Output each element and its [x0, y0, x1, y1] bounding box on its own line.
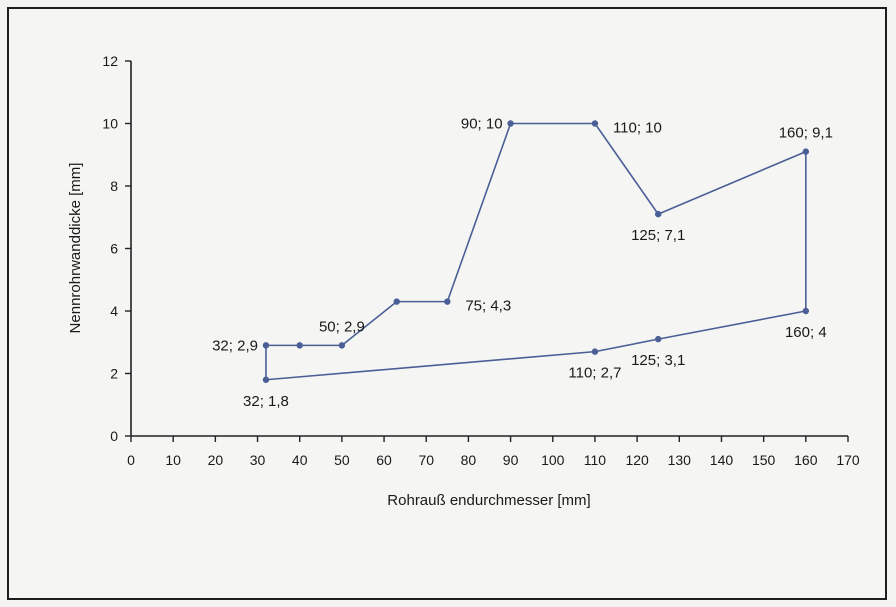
data-labels: 32; 2,9 50; 2,9 75; 4,3 90; 10 110; 10 125; 7…	[212, 116, 833, 410]
data-label: 110; 10	[613, 120, 662, 137]
x-tick-label: 100	[541, 452, 565, 468]
data-point	[393, 298, 400, 305]
data-point	[802, 307, 810, 315]
x-tick-label: 50	[334, 452, 350, 468]
x-tick-label: 70	[418, 452, 434, 468]
x-tick-label: 10	[165, 452, 181, 468]
x-tick-label: 120	[625, 452, 649, 468]
x-tick-label: 40	[292, 452, 308, 468]
series-layer	[265, 122, 807, 381]
y-tick-label: 6	[110, 241, 118, 257]
data-label: 110; 2,7	[568, 365, 621, 382]
data-point	[262, 376, 270, 383]
x-tick-label: 160	[794, 452, 818, 468]
y-axis-title: Nennrohrwanddicke [mm]	[67, 163, 84, 334]
x-tick-label: 150	[752, 452, 776, 468]
data-point	[591, 120, 599, 127]
data-point	[296, 342, 303, 349]
x-tick-label: 80	[461, 452, 477, 468]
x-tick-label: 20	[208, 452, 224, 468]
data-point	[262, 342, 270, 349]
data-point	[444, 298, 451, 305]
data-label: 50; 2,9	[319, 318, 365, 335]
data-label: 125; 7,1	[631, 227, 685, 244]
points-layer	[262, 120, 810, 383]
data-label: 160; 9,1	[779, 125, 833, 142]
data-label: 90; 10	[461, 116, 503, 133]
data-point	[507, 120, 514, 127]
x-axis-title: Rohrauß endurchmesser [mm]	[387, 492, 590, 509]
y-tick-label: 10	[102, 116, 118, 132]
x-tick-label: 140	[710, 452, 734, 468]
plot-area: 0 10 20 30 40 50 60 70 80 90 100 110 120 130 140 150 160…	[102, 53, 859, 468]
data-point	[338, 342, 346, 349]
data-label: 32; 2,9	[212, 337, 258, 354]
data-point	[655, 210, 662, 218]
y-tick-label: 8	[110, 178, 118, 194]
y-tick-label: 12	[102, 53, 118, 69]
data-point	[591, 348, 599, 355]
x-tick-label: 0	[127, 452, 135, 468]
data-label: 75; 4,3	[465, 298, 511, 315]
x-tick-label: 110	[584, 452, 607, 468]
x-tick-label: 130	[668, 452, 692, 468]
x-axis-ticks: 0 10 20 30 40 50 60 70 80 90 100 110 120 130 140 150 160…	[127, 436, 860, 468]
y-tick-label: 4	[110, 303, 118, 319]
x-tick-label: 30	[250, 452, 266, 468]
y-tick-label: 0	[110, 428, 118, 444]
x-tick-label: 170	[836, 452, 860, 468]
data-label: 160; 4	[785, 324, 827, 341]
y-axis-ticks: 0 2 4 6 8 10 12	[102, 53, 131, 444]
data-label: 32; 1,8	[243, 393, 289, 410]
x-tick-label: 60	[376, 452, 392, 468]
y-tick-label: 2	[110, 366, 118, 382]
data-point	[802, 148, 810, 155]
series-line	[265, 122, 807, 381]
data-label: 125; 3,1	[631, 352, 685, 369]
x-tick-label: 90	[503, 452, 519, 468]
data-point	[655, 335, 662, 343]
